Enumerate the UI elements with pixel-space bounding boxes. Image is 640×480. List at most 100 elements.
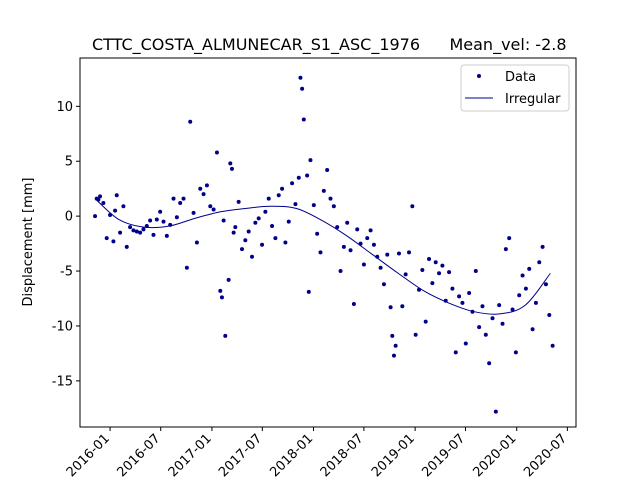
data-point — [111, 239, 116, 244]
y-tick-label: -15 — [52, 374, 73, 389]
data-point — [276, 193, 281, 198]
data-point — [361, 262, 366, 267]
data-point — [396, 251, 401, 256]
data-point — [338, 269, 343, 274]
data-point — [351, 302, 356, 306]
data-point — [355, 227, 360, 232]
data-point — [393, 343, 398, 348]
data-point — [543, 282, 548, 287]
data-point — [148, 218, 153, 223]
data-point — [447, 270, 452, 275]
legend-irregular-label: Irregular — [505, 92, 561, 107]
data-point — [480, 304, 485, 309]
data-point — [467, 291, 472, 296]
data-point — [341, 244, 346, 249]
data-point — [490, 316, 495, 321]
data-point — [228, 161, 233, 166]
data-point — [493, 409, 498, 414]
y-tick-label: -10 — [52, 319, 73, 334]
data-point — [141, 227, 146, 232]
data-point — [517, 293, 522, 298]
data-point — [280, 186, 285, 191]
data-point — [239, 247, 244, 252]
data-point — [315, 231, 320, 236]
x-tick-label: 2018-07 — [318, 431, 367, 480]
data-point — [306, 289, 311, 294]
data-point — [388, 305, 393, 310]
data-point — [527, 266, 532, 271]
data-point — [530, 327, 535, 332]
data-point — [537, 260, 542, 265]
data-point — [283, 240, 288, 245]
data-point — [226, 277, 231, 282]
data-point — [507, 236, 512, 241]
data-point — [378, 265, 383, 270]
data-point — [134, 229, 139, 234]
data-point — [487, 361, 492, 366]
data-point — [290, 181, 295, 186]
data-point — [256, 216, 261, 221]
data-point — [368, 228, 373, 233]
data-point — [231, 230, 236, 235]
data-point — [300, 86, 305, 91]
data-point — [266, 196, 271, 201]
data-point — [437, 271, 442, 276]
plot-area — [93, 75, 555, 414]
data-point — [286, 219, 291, 224]
data-point — [450, 286, 455, 291]
data-point — [124, 244, 129, 249]
x-tick-label: 2020-01 — [471, 431, 520, 480]
data-point — [93, 214, 98, 219]
data-point — [211, 207, 216, 212]
data-point — [298, 75, 303, 80]
data-point — [308, 158, 313, 163]
data-point — [550, 343, 555, 348]
data-point — [331, 204, 336, 209]
legend-data-label: Data — [505, 70, 536, 85]
data-point — [161, 219, 166, 224]
data-point — [128, 225, 133, 230]
x-tick-label: 2019-07 — [419, 431, 468, 480]
data-point — [420, 267, 425, 272]
data-point — [533, 300, 538, 305]
y-axis: 10 5 0 -5 -10 -15 — [52, 100, 80, 389]
y-axis-label: Displacement [mm] — [21, 178, 36, 307]
y-tick-label: 0 — [65, 210, 73, 225]
data-point — [391, 353, 396, 358]
data-point — [406, 250, 411, 255]
data-point — [510, 307, 515, 312]
irregular-fit-line — [94, 198, 551, 315]
data-point — [423, 319, 428, 324]
data-point — [243, 238, 248, 243]
data-point — [138, 230, 143, 235]
data-point — [483, 332, 488, 337]
data-point — [400, 304, 405, 309]
data-point — [273, 236, 278, 241]
data-point — [270, 224, 275, 229]
data-point — [440, 263, 445, 268]
y-tick-label: -5 — [60, 265, 73, 280]
data-point — [214, 150, 219, 155]
x-tick-label: 2016-07 — [115, 431, 164, 480]
data-point — [473, 269, 478, 274]
data-point — [335, 225, 340, 230]
y-tick-label: 5 — [65, 155, 73, 170]
data-point — [547, 312, 552, 317]
data-point — [194, 240, 199, 245]
legend-box — [460, 64, 570, 112]
y-tick-label: 10 — [56, 100, 73, 115]
data-point — [457, 294, 462, 299]
data-point — [121, 204, 126, 209]
data-point — [263, 209, 268, 214]
data-point — [328, 196, 333, 201]
data-point — [371, 242, 376, 247]
data-point — [208, 204, 213, 209]
x-axis: 2016-01 2016-07 2017-01 2017-07 2018-01 2018-… — [64, 427, 570, 480]
data-point — [113, 208, 118, 213]
data-point — [301, 117, 306, 122]
data-point — [497, 303, 502, 308]
data-point — [204, 183, 209, 188]
data-point — [250, 254, 255, 259]
data-point — [523, 286, 528, 291]
data-point — [460, 300, 465, 305]
